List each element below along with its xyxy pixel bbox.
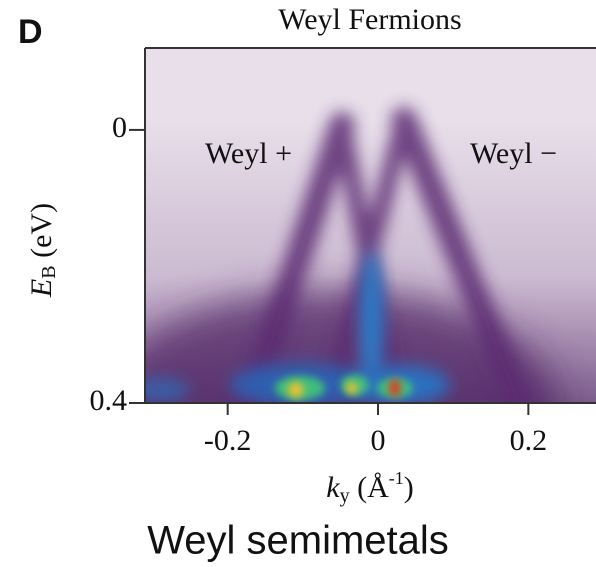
annotation: Weyl − — [470, 137, 557, 170]
x-tick-label: -0.2 — [204, 424, 252, 457]
x-axis-label: ky (Å-1) — [326, 468, 413, 506]
x-tick-label: 0 — [371, 424, 386, 457]
y-tick-label: 0 — [112, 111, 127, 144]
y-tick-label: 0.4 — [90, 384, 128, 417]
spectrum-image — [145, 48, 596, 403]
panel-label: D — [18, 13, 43, 51]
annotation: Weyl + — [205, 137, 292, 170]
y-axis-label: EB (eV) — [25, 203, 60, 298]
chart-title: Weyl Fermions — [278, 3, 461, 36]
x-tick-label: 0.2 — [510, 424, 548, 457]
caption: Weyl semimetals — [147, 519, 449, 563]
